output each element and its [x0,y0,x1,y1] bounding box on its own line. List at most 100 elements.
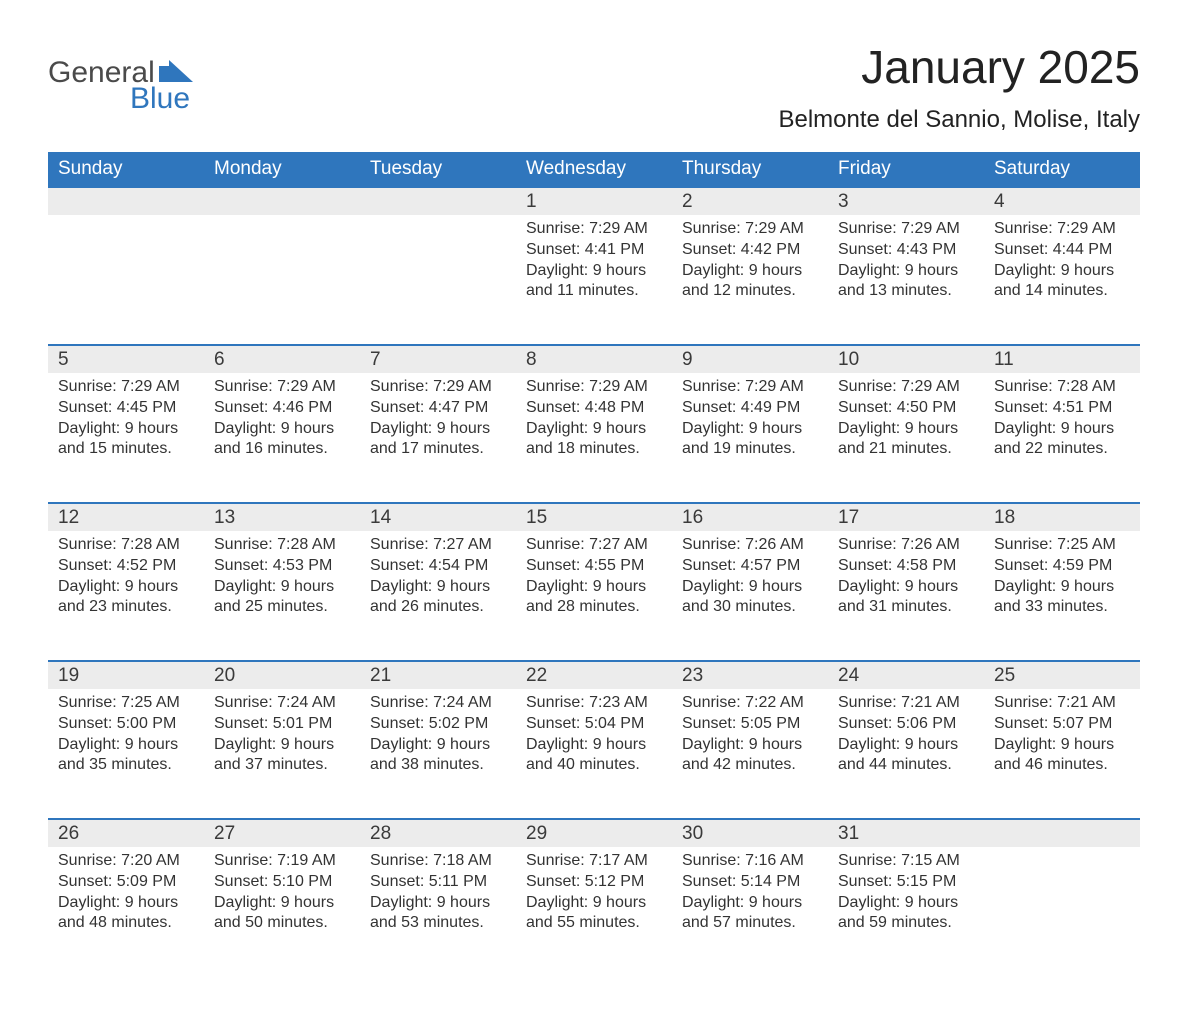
week-number-row: 1234 [48,187,1140,215]
sunset-line: Sunset: 4:44 PM [994,240,1130,261]
day-number: 20 [204,662,360,689]
sunset-line: Sunset: 4:54 PM [370,556,506,577]
day-number-cell: 8 [516,345,672,373]
day-number: 14 [360,504,516,531]
sunset-line: Sunset: 5:15 PM [838,872,974,893]
day-number: 29 [516,820,672,847]
daylight-line-2: and 48 minutes. [58,913,194,934]
day-number: 12 [48,504,204,531]
day-number: 17 [828,504,984,531]
day-data-cell: Sunrise: 7:24 AMSunset: 5:01 PMDaylight:… [204,689,360,819]
daylight-line-1: Daylight: 9 hours [58,577,194,598]
header: General Blue January 2025 Belmonte del S… [48,40,1140,144]
day-number-cell: 7 [360,345,516,373]
day-number: 9 [672,346,828,373]
day-details: Sunrise: 7:29 AMSunset: 4:44 PMDaylight:… [984,215,1140,318]
day-data-cell: Sunrise: 7:20 AMSunset: 5:09 PMDaylight:… [48,847,204,977]
sunset-line: Sunset: 4:45 PM [58,398,194,419]
daylight-line-2: and 23 minutes. [58,597,194,618]
day-details: Sunrise: 7:17 AMSunset: 5:12 PMDaylight:… [516,847,672,950]
daylight-line-2: and 11 minutes. [526,281,662,302]
day-details: Sunrise: 7:16 AMSunset: 5:14 PMDaylight:… [672,847,828,950]
daylight-line-1: Daylight: 9 hours [994,735,1130,756]
sunset-line: Sunset: 5:06 PM [838,714,974,735]
day-data-cell: Sunrise: 7:25 AMSunset: 5:00 PMDaylight:… [48,689,204,819]
day-number-cell [984,819,1140,847]
sunrise-line: Sunrise: 7:16 AM [682,851,818,872]
day-number-cell: 1 [516,187,672,215]
daylight-line-1: Daylight: 9 hours [838,577,974,598]
day-number: 23 [672,662,828,689]
day-data-cell: Sunrise: 7:29 AMSunset: 4:49 PMDaylight:… [672,373,828,503]
daylight-line-1: Daylight: 9 hours [682,261,818,282]
day-header: Thursday [672,152,828,187]
day-data-cell: Sunrise: 7:29 AMSunset: 4:45 PMDaylight:… [48,373,204,503]
daylight-line-1: Daylight: 9 hours [370,419,506,440]
daylight-line-2: and 33 minutes. [994,597,1130,618]
daylight-line-2: and 37 minutes. [214,755,350,776]
day-details: Sunrise: 7:28 AMSunset: 4:53 PMDaylight:… [204,531,360,634]
day-number: 25 [984,662,1140,689]
day-data-cell: Sunrise: 7:27 AMSunset: 4:54 PMDaylight:… [360,531,516,661]
page-title: January 2025 [778,40,1140,94]
daylight-line-2: and 42 minutes. [682,755,818,776]
week-number-row: 12131415161718 [48,503,1140,531]
day-number: 19 [48,662,204,689]
daylight-line-2: and 44 minutes. [838,755,974,776]
sunset-line: Sunset: 4:51 PM [994,398,1130,419]
daylight-line-1: Daylight: 9 hours [370,893,506,914]
daylight-line-1: Daylight: 9 hours [682,577,818,598]
week-data-row: Sunrise: 7:28 AMSunset: 4:52 PMDaylight:… [48,531,1140,661]
daylight-line-1: Daylight: 9 hours [526,577,662,598]
day-number: 5 [48,346,204,373]
day-details: Sunrise: 7:25 AMSunset: 5:00 PMDaylight:… [48,689,204,792]
day-number: 7 [360,346,516,373]
week-data-row: Sunrise: 7:29 AMSunset: 4:45 PMDaylight:… [48,373,1140,503]
sunrise-line: Sunrise: 7:19 AM [214,851,350,872]
daylight-line-2: and 16 minutes. [214,439,350,460]
day-number-cell: 4 [984,187,1140,215]
day-data-cell: Sunrise: 7:21 AMSunset: 5:06 PMDaylight:… [828,689,984,819]
day-number: 16 [672,504,828,531]
daylight-line-2: and 19 minutes. [682,439,818,460]
day-number-cell: 23 [672,661,828,689]
daylight-line-1: Daylight: 9 hours [838,261,974,282]
day-number: 4 [984,188,1140,215]
day-data-cell: Sunrise: 7:27 AMSunset: 4:55 PMDaylight:… [516,531,672,661]
day-number-cell: 9 [672,345,828,373]
day-number-cell: 16 [672,503,828,531]
day-number-cell: 14 [360,503,516,531]
day-data-cell: Sunrise: 7:22 AMSunset: 5:05 PMDaylight:… [672,689,828,819]
day-details: Sunrise: 7:15 AMSunset: 5:15 PMDaylight:… [828,847,984,950]
daylight-line-1: Daylight: 9 hours [214,893,350,914]
day-details: Sunrise: 7:27 AMSunset: 4:55 PMDaylight:… [516,531,672,634]
day-number: 8 [516,346,672,373]
day-data-cell: Sunrise: 7:29 AMSunset: 4:41 PMDaylight:… [516,215,672,345]
daylight-line-2: and 21 minutes. [838,439,974,460]
location-subtitle: Belmonte del Sannio, Molise, Italy [778,106,1140,134]
sunset-line: Sunset: 5:02 PM [370,714,506,735]
day-data-cell [360,215,516,345]
sunset-line: Sunset: 4:48 PM [526,398,662,419]
sunrise-line: Sunrise: 7:26 AM [838,535,974,556]
sunset-line: Sunset: 5:05 PM [682,714,818,735]
day-data-cell: Sunrise: 7:16 AMSunset: 5:14 PMDaylight:… [672,847,828,977]
day-details: Sunrise: 7:19 AMSunset: 5:10 PMDaylight:… [204,847,360,950]
day-number: 6 [204,346,360,373]
day-number: 31 [828,820,984,847]
day-number-cell: 31 [828,819,984,847]
day-details: Sunrise: 7:18 AMSunset: 5:11 PMDaylight:… [360,847,516,950]
day-number-cell: 24 [828,661,984,689]
day-data-cell: Sunrise: 7:23 AMSunset: 5:04 PMDaylight:… [516,689,672,819]
day-data-cell: Sunrise: 7:29 AMSunset: 4:47 PMDaylight:… [360,373,516,503]
sunset-line: Sunset: 4:57 PM [682,556,818,577]
daylight-line-1: Daylight: 9 hours [682,419,818,440]
daylight-line-2: and 15 minutes. [58,439,194,460]
sunset-line: Sunset: 5:09 PM [58,872,194,893]
daylight-line-2: and 40 minutes. [526,755,662,776]
daylight-line-2: and 26 minutes. [370,597,506,618]
day-details: Sunrise: 7:29 AMSunset: 4:50 PMDaylight:… [828,373,984,476]
daylight-line-1: Daylight: 9 hours [526,419,662,440]
sunrise-line: Sunrise: 7:27 AM [526,535,662,556]
sunset-line: Sunset: 4:43 PM [838,240,974,261]
